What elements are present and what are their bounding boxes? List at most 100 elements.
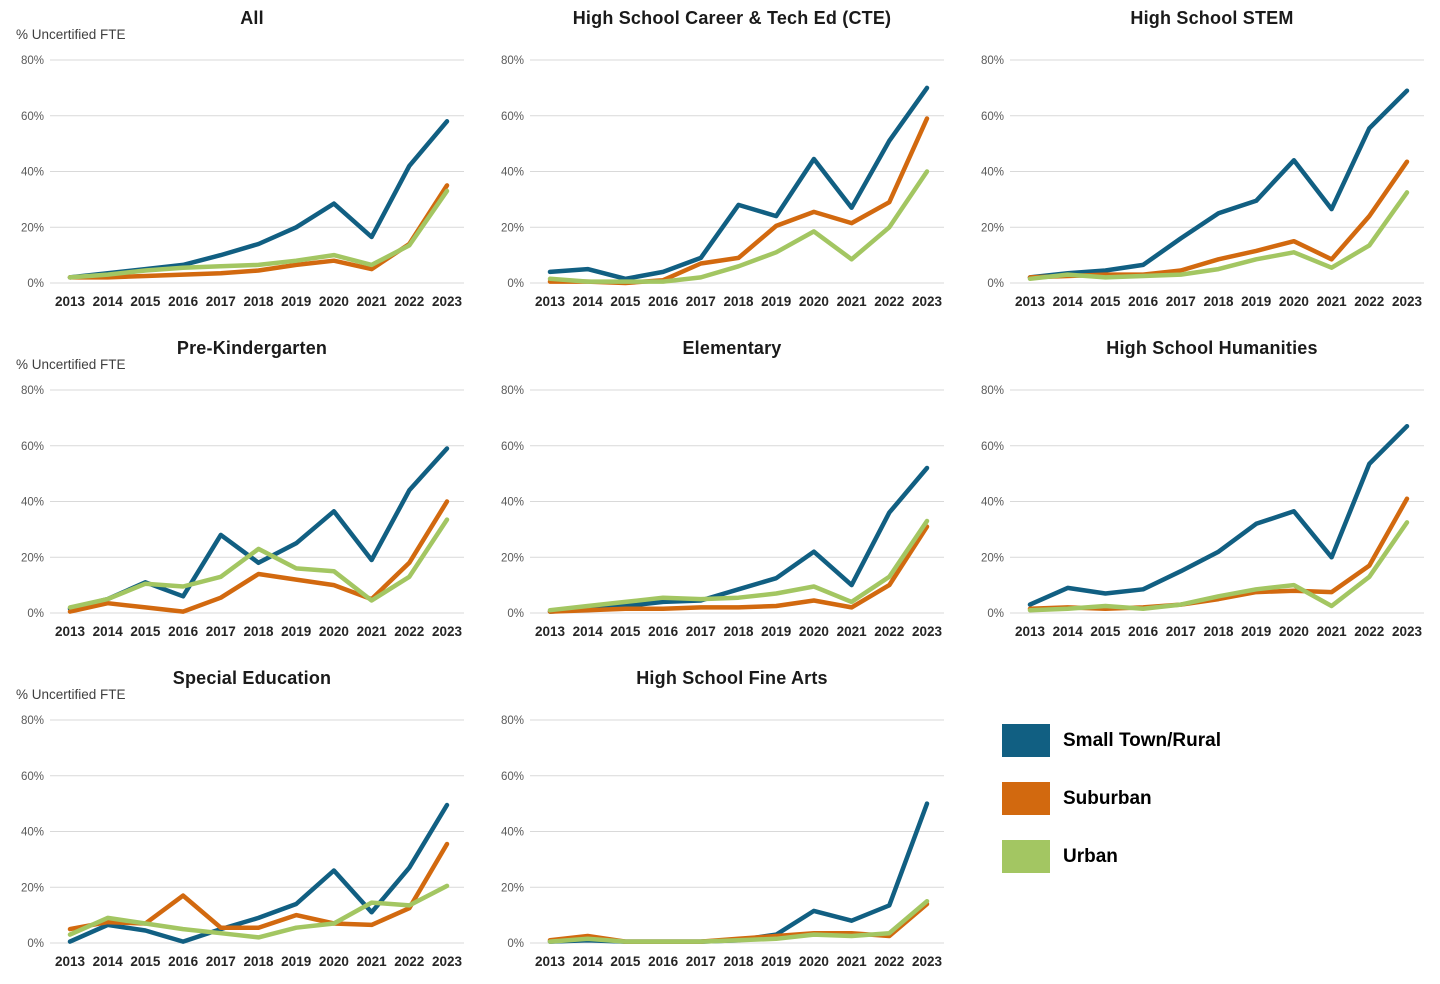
svg-text:2023: 2023 [432,294,463,309]
legend: Small Town/Rural Suburban Urban [960,660,1440,984]
svg-text:20%: 20% [501,552,524,564]
svg-text:40%: 40% [981,497,1004,509]
svg-text:2015: 2015 [130,954,161,969]
svg-text:2017: 2017 [686,954,716,969]
svg-text:2020: 2020 [1279,624,1309,639]
svg-text:2020: 2020 [799,954,829,969]
chart-canvas: 0% 20% 40% 60% 80% 2013 2014 2015 2016 2017 2018 20… [501,55,944,309]
svg-text:2023: 2023 [1392,294,1423,309]
svg-text:0%: 0% [27,938,44,950]
chart-canvas: 0% 20% 40% 60% 80% 2013 2014 2015 2016 2017 2018 20… [501,715,944,969]
chart-title: Elementary [682,338,782,358]
svg-text:0%: 0% [507,938,524,950]
chart-hs-stem: High School STEM 0% 20% 40% 60% 80% 2013 2014 2… [960,0,1440,330]
svg-text:2016: 2016 [168,294,199,309]
svg-text:2013: 2013 [535,954,566,969]
svg-text:2014: 2014 [1053,294,1084,309]
chart-title: High School Fine Arts [636,668,828,688]
svg-text:80%: 80% [21,55,44,67]
svg-text:2013: 2013 [535,624,566,639]
svg-text:2023: 2023 [912,294,943,309]
legend-label: Small Town/Rural [1063,729,1222,751]
svg-text:2022: 2022 [1354,294,1384,309]
chart-title: All [240,8,264,28]
svg-text:40%: 40% [501,497,524,509]
y-axis-title: % Uncertified FTE [16,357,126,372]
svg-text:60%: 60% [501,441,524,453]
svg-text:2016: 2016 [168,954,199,969]
svg-text:2014: 2014 [93,954,124,969]
chart-special-education: Special Education % Uncertified FTE 0% 20… [0,660,480,984]
svg-text:2017: 2017 [206,294,236,309]
svg-text:2014: 2014 [93,294,124,309]
svg-text:2013: 2013 [55,294,86,309]
svg-text:2019: 2019 [281,954,311,969]
svg-text:0%: 0% [27,278,44,290]
svg-text:2017: 2017 [206,954,236,969]
svg-text:2016: 2016 [1128,624,1159,639]
svg-text:2023: 2023 [912,954,943,969]
svg-text:2020: 2020 [799,624,829,639]
svg-text:2020: 2020 [319,624,349,639]
svg-text:2017: 2017 [1166,294,1196,309]
svg-text:2013: 2013 [535,294,566,309]
svg-text:2016: 2016 [648,954,679,969]
svg-text:2015: 2015 [130,294,161,309]
svg-text:80%: 80% [501,385,524,397]
svg-text:2018: 2018 [723,954,754,969]
svg-text:2023: 2023 [912,624,943,639]
svg-text:2019: 2019 [1241,624,1271,639]
svg-text:2015: 2015 [130,624,161,639]
svg-text:0%: 0% [507,608,524,620]
svg-text:60%: 60% [21,441,44,453]
chart-pre-kindergarten: Pre-Kindergarten % Uncertified FTE 0% 20%… [0,330,480,660]
svg-text:2016: 2016 [648,294,679,309]
svg-text:2019: 2019 [761,954,791,969]
svg-text:0%: 0% [987,278,1004,290]
legend-label: Urban [1063,845,1118,867]
svg-text:2021: 2021 [1317,624,1348,639]
svg-text:40%: 40% [21,827,44,839]
chart-canvas: 0% 20% 40% 60% 80% 2013 2014 2015 2016 2017 2018 20… [21,385,464,639]
svg-text:2021: 2021 [837,294,868,309]
svg-text:40%: 40% [981,167,1004,179]
svg-text:2015: 2015 [610,624,641,639]
chart-title: Pre-Kindergarten [176,338,328,358]
svg-text:2013: 2013 [1015,624,1046,639]
svg-text:2018: 2018 [723,294,754,309]
svg-text:2020: 2020 [799,294,829,309]
svg-text:60%: 60% [21,111,44,123]
svg-text:2022: 2022 [1354,624,1384,639]
svg-text:80%: 80% [21,385,44,397]
svg-text:60%: 60% [501,771,524,783]
y-axis-title: % Uncertified FTE [16,687,126,702]
svg-text:2021: 2021 [1317,294,1348,309]
y-axis-title: % Uncertified FTE [16,27,126,42]
chart-title: High School Career & Tech Ed (CTE) [572,8,892,28]
svg-text:2013: 2013 [55,624,86,639]
svg-text:2022: 2022 [874,294,904,309]
svg-text:2015: 2015 [1090,294,1121,309]
svg-text:2019: 2019 [281,624,311,639]
svg-text:2017: 2017 [686,294,716,309]
svg-text:2013: 2013 [55,954,86,969]
svg-text:2022: 2022 [394,624,424,639]
legend-item-suburban: Suburban [1002,782,1440,815]
svg-text:20%: 20% [21,552,44,564]
svg-text:2015: 2015 [610,294,641,309]
svg-text:0%: 0% [507,278,524,290]
svg-text:2016: 2016 [1128,294,1159,309]
svg-text:2015: 2015 [610,954,641,969]
chart-title: Special Education [172,668,332,688]
svg-text:2022: 2022 [874,624,904,639]
chart-canvas: 0% 20% 40% 60% 80% 2013 2014 2015 2016 2017 2018 20… [501,385,944,639]
chart-all: All % Uncertified FTE 0% 20% 40% 60% 80% 2013… [0,0,480,330]
svg-text:40%: 40% [501,827,524,839]
legend-swatch-urban [1002,840,1050,873]
svg-text:60%: 60% [501,111,524,123]
legend-swatch-small-town-rural [1002,724,1050,757]
chart-hs-fine-arts: High School Fine Arts 0% 20% 40% 60% 80% 2013… [480,660,960,984]
svg-text:2019: 2019 [281,294,311,309]
svg-text:60%: 60% [21,771,44,783]
